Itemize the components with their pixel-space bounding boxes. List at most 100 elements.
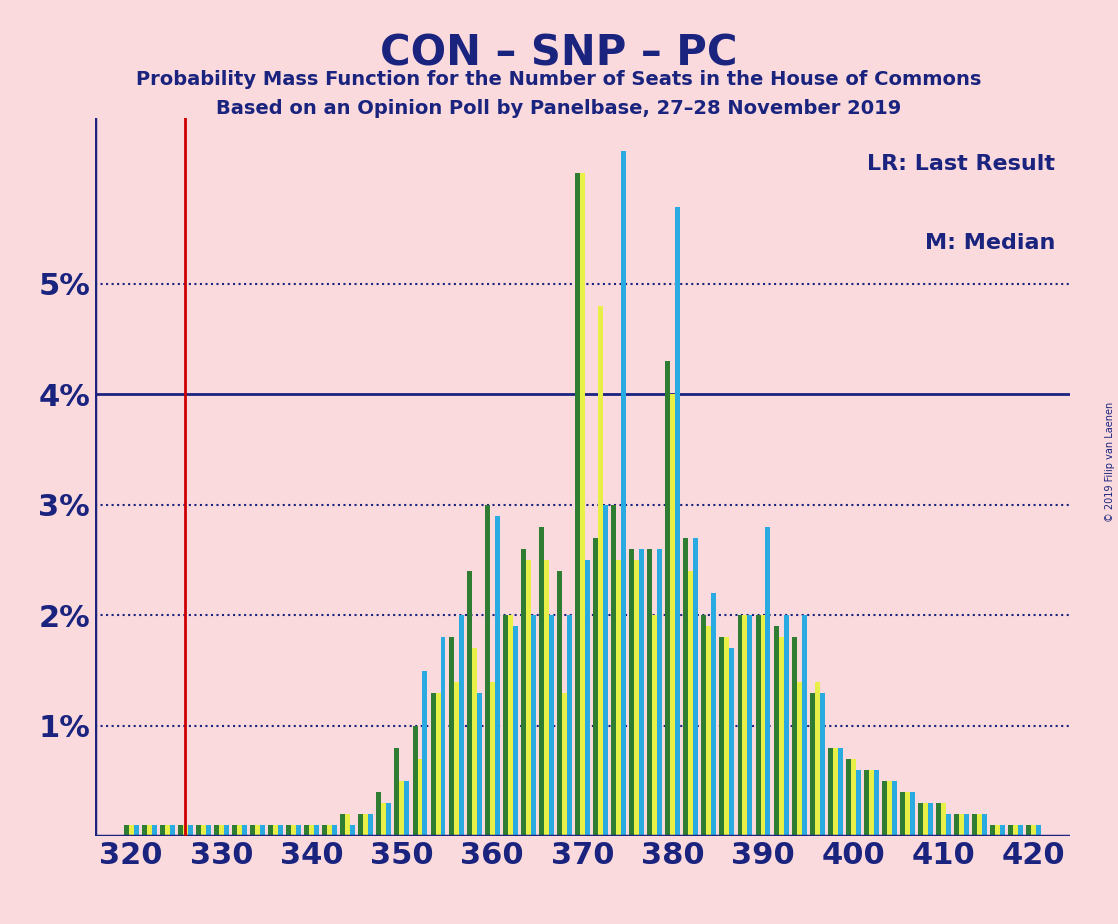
Bar (328, 825, 332, 836)
Bar (701, 615, 707, 836)
Bar (350, 825, 356, 836)
Bar (286, 825, 291, 836)
Text: Probability Mass Function for the Number of Seats in the House of Commons: Probability Mass Function for the Number… (136, 70, 982, 90)
Bar (892, 781, 897, 836)
Bar (918, 803, 923, 836)
Bar (622, 152, 626, 836)
Bar (593, 538, 598, 836)
Bar (124, 825, 129, 836)
Bar (629, 549, 634, 836)
Bar (359, 814, 363, 836)
Bar (904, 792, 910, 836)
Bar (887, 781, 892, 836)
Bar (585, 560, 590, 836)
Bar (778, 638, 784, 836)
Bar (833, 748, 837, 836)
Text: © 2019 Filip van Laenen: © 2019 Filip van Laenen (1105, 402, 1115, 522)
Text: CON – SNP – PC: CON – SNP – PC (380, 32, 738, 74)
Bar (219, 825, 224, 836)
Bar (363, 814, 368, 836)
Bar (214, 825, 219, 836)
Bar (665, 361, 671, 836)
Bar (1008, 825, 1013, 836)
Bar (864, 770, 869, 836)
Bar (657, 549, 662, 836)
Bar (549, 615, 553, 836)
Bar (250, 825, 255, 836)
Bar (991, 825, 995, 836)
Bar (729, 649, 735, 836)
Bar (237, 825, 241, 836)
Bar (774, 626, 778, 836)
Bar (900, 792, 904, 836)
Bar (1026, 825, 1031, 836)
Bar (707, 626, 711, 836)
Bar (340, 814, 345, 836)
Bar (332, 825, 338, 836)
Bar (1018, 825, 1023, 836)
Bar (472, 649, 476, 836)
Bar (458, 615, 464, 836)
Bar (490, 682, 494, 836)
Bar (855, 770, 861, 836)
Bar (448, 638, 454, 836)
Bar (345, 814, 350, 836)
Bar (430, 693, 436, 836)
Bar (557, 571, 562, 836)
Text: LR: Last Result: LR: Last Result (868, 154, 1055, 174)
Bar (291, 825, 296, 836)
Bar (454, 682, 458, 836)
Bar (310, 825, 314, 836)
Bar (827, 748, 833, 836)
Bar (387, 803, 391, 836)
Bar (964, 814, 969, 836)
Bar (941, 803, 946, 836)
Bar (413, 725, 417, 836)
Bar (946, 814, 951, 836)
Bar (278, 825, 283, 836)
Bar (675, 207, 680, 836)
Bar (671, 395, 675, 836)
Bar (766, 527, 770, 836)
Bar (417, 759, 423, 836)
Bar (255, 825, 260, 836)
Bar (603, 505, 608, 836)
Bar (977, 814, 982, 836)
Bar (647, 549, 652, 836)
Bar (616, 560, 622, 836)
Bar (1036, 825, 1041, 836)
Bar (395, 748, 399, 836)
Bar (846, 759, 851, 836)
Bar (129, 825, 134, 836)
Bar (377, 792, 381, 836)
Bar (1001, 825, 1005, 836)
Bar (1013, 825, 1018, 836)
Bar (562, 693, 567, 836)
Bar (304, 825, 310, 836)
Bar (738, 615, 742, 836)
Text: Based on an Opinion Poll by Panelbase, 27–28 November 2019: Based on an Opinion Poll by Panelbase, 2… (217, 99, 901, 118)
Bar (652, 615, 657, 836)
Bar (525, 560, 531, 836)
Bar (508, 615, 513, 836)
Bar (598, 306, 603, 836)
Bar (322, 825, 328, 836)
Bar (440, 638, 445, 836)
Bar (1031, 825, 1036, 836)
Bar (567, 615, 572, 836)
Bar (146, 825, 152, 836)
Bar (539, 527, 543, 836)
Bar (381, 803, 387, 836)
Bar (797, 682, 802, 836)
Bar (784, 615, 788, 836)
Bar (711, 593, 717, 836)
Bar (693, 538, 699, 836)
Bar (982, 814, 987, 836)
Bar (368, 814, 373, 836)
Bar (910, 792, 915, 836)
Bar (689, 571, 693, 836)
Bar (612, 505, 616, 836)
Bar (296, 825, 301, 836)
Bar (809, 693, 815, 836)
Bar (923, 803, 928, 836)
